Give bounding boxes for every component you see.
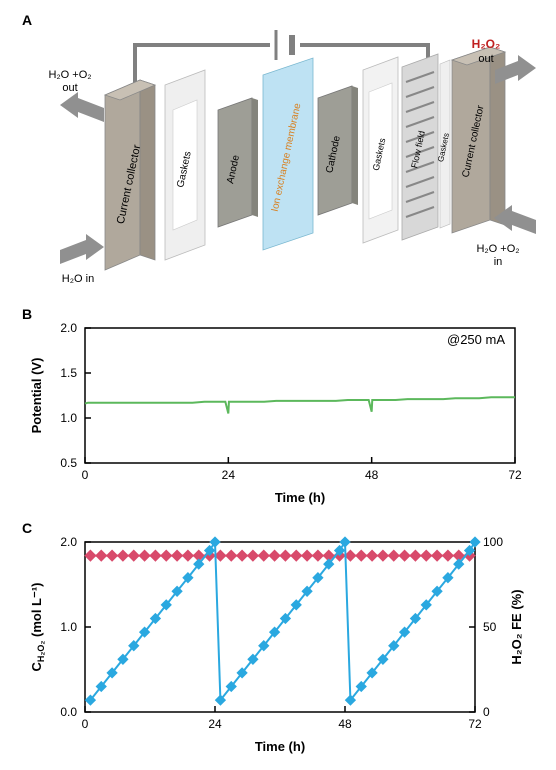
svg-text:72: 72 (468, 717, 482, 731)
chart-c-marker-fe (118, 550, 129, 561)
svg-text:24: 24 (222, 468, 236, 482)
layer-gasket-left: Gaskets (165, 70, 205, 260)
chart-c-xlabel: Time (h) (255, 739, 305, 754)
svg-text:0.5: 0.5 (60, 456, 77, 470)
arrow-bottom-left: H₂O in (60, 234, 104, 285)
svg-text:2.0: 2.0 (60, 321, 77, 335)
chart-c-marker-fe (128, 550, 139, 561)
layer-gasket-right1: Gaskets (363, 57, 398, 243)
svg-text:0: 0 (82, 468, 89, 482)
chart-c-marker-conc (340, 537, 350, 547)
h2o-in-label: H₂O in (62, 273, 94, 285)
chart-c-marker-conc (470, 537, 480, 547)
chart-c-marker-fe (345, 550, 356, 561)
svg-text:H₂O +O₂: H₂O +O₂ (48, 69, 91, 81)
chart-c-marker-fe (85, 550, 96, 561)
chart-c-marker-fe (410, 550, 421, 561)
layer-current-collector-left: Current collector (105, 80, 155, 270)
panel-a-diagram: Current collector Gaskets Anode Ion exch… (20, 20, 536, 290)
chart-b-series (85, 397, 515, 413)
chart-c-marker-fe (367, 550, 378, 561)
layer-anode: Anode (218, 98, 258, 227)
chart-b: 0 24 48 72 0.5 1.0 1.5 2.0 Time (h) Potential (V)… (25, 318, 535, 508)
chart-c-marker-fe (172, 550, 183, 561)
chart-c: 0 24 48 72 0.0 1.0 2.0 0 50 100 Time (h) CH₂O₂ (mol… (25, 532, 535, 757)
chart-c-marker-fe (356, 550, 367, 561)
chart-c-marker-fe (237, 550, 248, 561)
chart-c-marker-fe (150, 550, 161, 561)
chart-c-marker-fe (96, 550, 107, 561)
svg-text:out: out (478, 53, 493, 65)
layer-membrane: Ion exchange membrane (263, 58, 313, 250)
svg-text:2.0: 2.0 (60, 535, 77, 549)
chart-c-marker-conc (210, 537, 220, 547)
chart-c-marker-fe (107, 550, 118, 561)
chart-c-marker-fe (183, 550, 194, 561)
svg-text:100: 100 (483, 535, 503, 549)
chart-c-marker-fe (291, 550, 302, 561)
chart-c-marker-fe (388, 550, 399, 561)
chart-c-marker-fe (443, 550, 454, 561)
svg-text:48: 48 (365, 468, 379, 482)
diagram-svg: Current collector Gaskets Anode Ion exch… (20, 20, 536, 290)
chart-c-marker-fe (432, 550, 443, 561)
layer-cathode: Cathode (318, 86, 358, 215)
svg-text:1.5: 1.5 (60, 366, 77, 380)
chart-c-marker-fe (269, 550, 280, 561)
svg-text:0: 0 (483, 705, 490, 719)
chart-c-marker-fe (399, 550, 410, 561)
chart-b-xlabel: Time (h) (275, 490, 325, 505)
chart-c-marker-fe (280, 550, 291, 561)
chart-c-marker-fe (313, 550, 324, 561)
chart-b-annotation: @250 mA (447, 332, 505, 347)
chart-c-marker-fe (161, 550, 172, 561)
svg-text:24: 24 (208, 717, 222, 731)
chart-c-ylabel-right: H₂O₂ FE (%) (509, 589, 524, 664)
svg-text:50: 50 (483, 620, 497, 634)
svg-text:in: in (494, 256, 503, 268)
svg-text:0: 0 (82, 717, 89, 731)
layer-flow-field: Flow field (402, 54, 438, 240)
chart-c-marker-fe (421, 550, 432, 561)
chart-c-marker-fe (378, 550, 389, 561)
svg-text:48: 48 (338, 717, 352, 731)
svg-text:1.0: 1.0 (60, 620, 77, 634)
arrow-top-left: H₂O +O₂ out (48, 69, 104, 122)
chart-c-marker-fe (226, 550, 237, 561)
svg-text:1.0: 1.0 (60, 411, 77, 425)
chart-c-ylabel-left: CH₂O₂ (mol L⁻¹) (29, 582, 46, 671)
svg-text:0.0: 0.0 (60, 705, 77, 719)
chart-c-marker-fe (302, 550, 313, 561)
chart-b-ylabel: Potential (V) (29, 358, 44, 434)
chart-c-marker-fe (248, 550, 259, 561)
svg-text:H₂O₂: H₂O₂ (472, 37, 501, 51)
svg-text:H₂O +O₂: H₂O +O₂ (476, 243, 519, 255)
chart-c-marker-fe (215, 550, 226, 561)
chart-c-marker-fe (139, 550, 150, 561)
arrow-out-label: out (62, 82, 77, 94)
svg-text:72: 72 (508, 468, 522, 482)
chart-c-marker-fe (258, 550, 269, 561)
